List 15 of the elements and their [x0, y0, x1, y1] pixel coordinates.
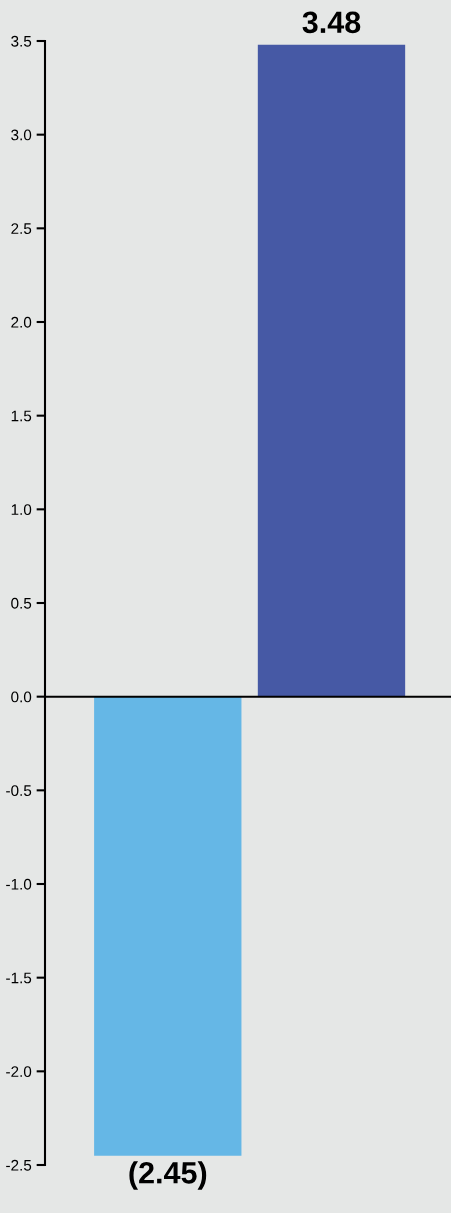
y-tick-label: -2.0 [6, 1066, 32, 1078]
y-tick-label: 0.0 [11, 691, 32, 703]
y-tick-label: -1.0 [6, 878, 32, 890]
y-tick-label: 3.5 [11, 35, 32, 47]
y-tick-label: -1.5 [6, 972, 32, 984]
data-label: (2.45) [129, 1161, 207, 1190]
y-tick-label: 1.0 [11, 504, 32, 516]
data-label: 3.48 [302, 11, 361, 34]
y-tick-label: 2.5 [11, 223, 32, 235]
y-tick-label: -0.5 [6, 785, 32, 797]
y-tick-label: 1.5 [11, 410, 32, 422]
y-tick-label: -2.5 [6, 1159, 32, 1171]
y-tick-label: 3.0 [11, 129, 32, 141]
y-tick-label: 2.0 [11, 316, 32, 328]
y-tick-label: 0.5 [11, 597, 32, 609]
